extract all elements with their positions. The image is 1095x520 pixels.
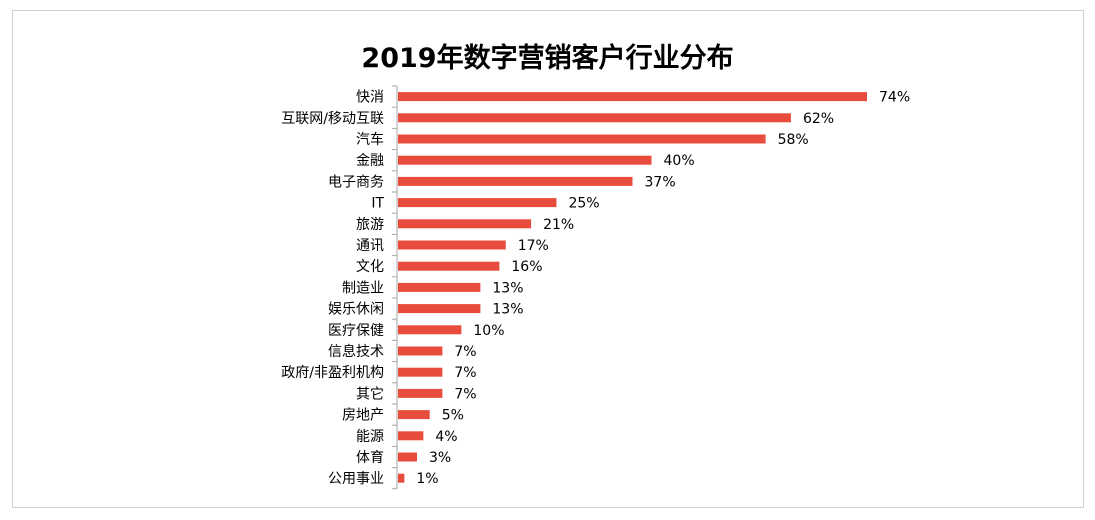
category-label: 旅游	[356, 217, 384, 233]
data-label: 13%	[492, 280, 523, 296]
bar	[398, 452, 418, 462]
bar	[398, 176, 633, 186]
data-label: 62%	[803, 111, 834, 127]
bar	[398, 198, 557, 208]
data-label: 7%	[454, 386, 476, 402]
bar	[398, 113, 791, 123]
category-label: 医疗保健	[328, 323, 384, 339]
category-label: 快消	[356, 90, 384, 106]
data-label: 3%	[429, 450, 451, 466]
bar	[398, 240, 506, 250]
category-label: 汽车	[356, 131, 384, 148]
chart-title: 2019年数字营销客户行业分布	[361, 43, 734, 74]
category-label: 文化	[356, 259, 384, 275]
data-label: 13%	[492, 302, 523, 318]
bar	[398, 304, 481, 314]
data-label: 5%	[442, 408, 464, 424]
category-label: 电子商务	[328, 174, 384, 190]
bar	[398, 367, 443, 377]
category-label: 娱乐休闲	[328, 302, 384, 318]
category-label: 公用事业	[328, 471, 384, 487]
data-label: 21%	[543, 217, 574, 233]
data-label: 10%	[473, 323, 504, 339]
bar	[398, 134, 766, 144]
category-label: 通讯	[356, 238, 384, 254]
category-label: 金融	[356, 153, 384, 169]
bar	[398, 473, 405, 483]
category-label: 制造业	[342, 280, 384, 296]
category-label: 互联网/移动互联	[281, 111, 384, 127]
data-label: 17%	[518, 238, 549, 254]
bar	[398, 261, 500, 271]
data-label: 7%	[454, 344, 476, 360]
bar	[398, 92, 867, 102]
bar	[398, 219, 532, 229]
data-label: 4%	[435, 429, 457, 445]
bar	[398, 410, 430, 420]
data-label: 16%	[511, 259, 542, 275]
category-label: 房地产	[342, 408, 384, 424]
data-label: 25%	[568, 196, 599, 212]
data-label: 7%	[454, 365, 476, 381]
data-label: 37%	[645, 174, 676, 190]
bar	[398, 431, 424, 441]
category-label: IT	[371, 196, 384, 212]
bar	[398, 282, 481, 292]
category-label: 信息技术	[328, 343, 384, 360]
category-label: 能源	[356, 429, 384, 445]
data-label: 74%	[879, 90, 910, 106]
bar	[398, 346, 443, 356]
bar	[398, 388, 443, 398]
category-label: 体育	[356, 450, 384, 466]
data-label: 1%	[416, 471, 438, 487]
data-label: 40%	[664, 153, 695, 169]
bar	[398, 325, 462, 335]
category-label: 政府/非盈利机构	[281, 365, 384, 381]
data-label: 58%	[778, 132, 809, 148]
bar	[398, 155, 652, 165]
category-label: 其它	[356, 385, 384, 402]
